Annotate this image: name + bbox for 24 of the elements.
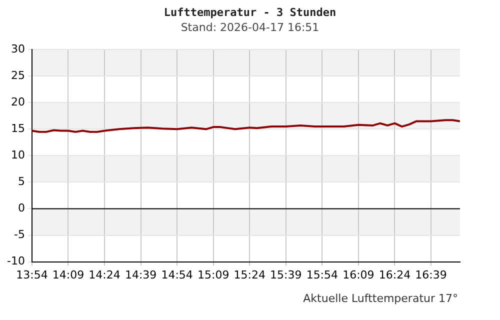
chart-title: Lufttemperatur - 3 Stunden (162, 6, 338, 19)
x-tick-label: 13:54 (16, 268, 48, 282)
x-tick-label: 16:24 (378, 268, 411, 282)
y-tick-label: -5 (14, 228, 25, 242)
x-tick-label: 15:24 (234, 268, 266, 282)
y-tick-label: 30 (10, 42, 25, 56)
x-tick-label: 14:09 (52, 268, 84, 282)
y-tick-label: 5 (18, 175, 25, 188)
x-tick-label: 15:54 (306, 268, 338, 282)
y-tick-label: -10 (7, 254, 25, 268)
x-tick-label: 14:54 (161, 268, 193, 282)
x-tick-label: 16:09 (342, 268, 374, 282)
y-tick-label: 0 (18, 202, 25, 215)
y-tick-label: 15 (10, 122, 25, 136)
y-tick-label: 10 (10, 148, 25, 162)
chart-subtitle: Stand: 2026-04-17 16:51 (180, 21, 320, 34)
x-tick-label: 14:24 (88, 268, 120, 282)
x-tick-label: 15:39 (270, 268, 302, 282)
text: Aktuelle Lufttemperatur 17° (303, 292, 458, 305)
x-tick-label: 16:39 (415, 268, 447, 282)
y-tick-label: 20 (10, 96, 25, 109)
x-tick-label: 15:09 (197, 268, 230, 282)
y-tick-label: 25 (10, 68, 25, 82)
x-tick-label: 14:39 (124, 268, 157, 282)
